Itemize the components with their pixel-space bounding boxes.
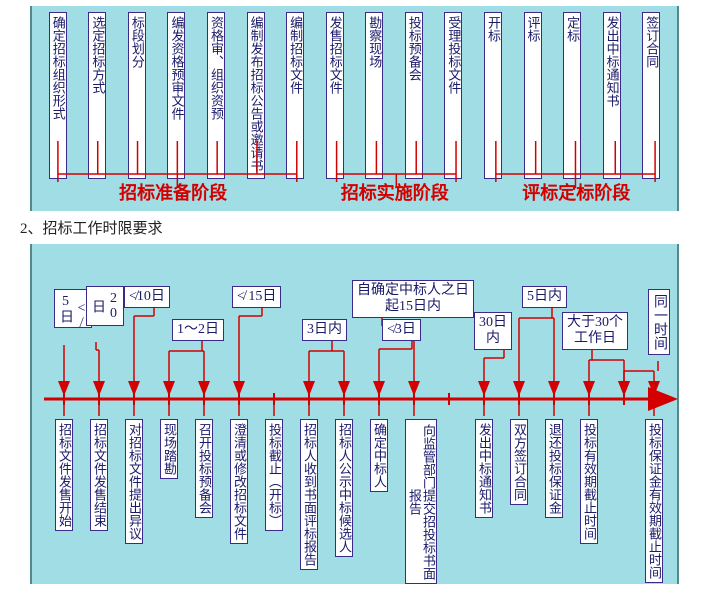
duration-box: ≮3日 xyxy=(382,319,421,341)
timeline-diagram: ≮ 5日20 日≮10日1～2日≮ 15日3日内自确定中标人之日 起15日内≮3… xyxy=(30,244,679,584)
timeline-event-label: 对招标文件提出异议 xyxy=(125,419,143,544)
timeline-event-label: 投标保证金有效期截止时间 xyxy=(645,419,663,583)
duration-box: 自确定中标人之日 起15日内 xyxy=(352,280,474,318)
timeline-event-label: 退还投标保证金 xyxy=(545,419,563,518)
duration-box: 大于30个 工作日 xyxy=(562,312,628,350)
duration-box: 3日内 xyxy=(302,319,347,341)
phase-label: 招标准备阶段 xyxy=(32,179,314,205)
timeline-event-label: 现场踏勘 xyxy=(160,419,178,479)
phase-labels-row: 招标准备阶段招标实施阶段评标定标阶段 xyxy=(32,179,677,205)
phase-label: 招标实施阶段 xyxy=(314,179,475,205)
duration-box: 30日 内 xyxy=(474,312,512,350)
duration-box: 1～2日 xyxy=(172,319,224,341)
duration-box: ≮ 15日 xyxy=(232,286,281,308)
timeline-event-label: 向监管部门提交招投标书面报告 xyxy=(405,419,437,584)
timeline-event-label: 投标有效期截止时间 xyxy=(580,419,598,544)
timeline-event-label: 召开投标预备会 xyxy=(195,419,213,518)
timeline-event-label: 澄清或修改招标文件 xyxy=(230,419,248,544)
duration-box: 5日内 xyxy=(522,286,567,308)
timeline-event-label: 招标文件发售开始 xyxy=(55,419,73,531)
duration-box: 20 日 xyxy=(86,286,124,326)
phase-label: 评标定标阶段 xyxy=(475,179,677,205)
duration-box: 同一时间 xyxy=(648,289,670,355)
phase-diagram-top: 确定招标组织形式选定招标方式标段划分编发资格预审文件资格审、组织资预编制发布招标… xyxy=(30,6,679,211)
timeline-event-label: 确定中标人 xyxy=(370,419,388,492)
timeline-event-label: 招标文件发售结束 xyxy=(90,419,108,531)
timeline-event-label: 招标人收到书面评标报告 xyxy=(300,419,318,570)
timeline-event-label: 投标截止（开标） xyxy=(265,419,283,531)
timeline-event-label: 发出中标通知书 xyxy=(475,419,493,518)
section-caption: 2、招标工作时限要求 xyxy=(20,217,709,238)
timeline-event-label: 双方签订合同 xyxy=(510,419,528,505)
timeline-event-label: 招标人公示中标候选人 xyxy=(335,419,353,557)
duration-box: ≮10日 xyxy=(124,286,170,308)
